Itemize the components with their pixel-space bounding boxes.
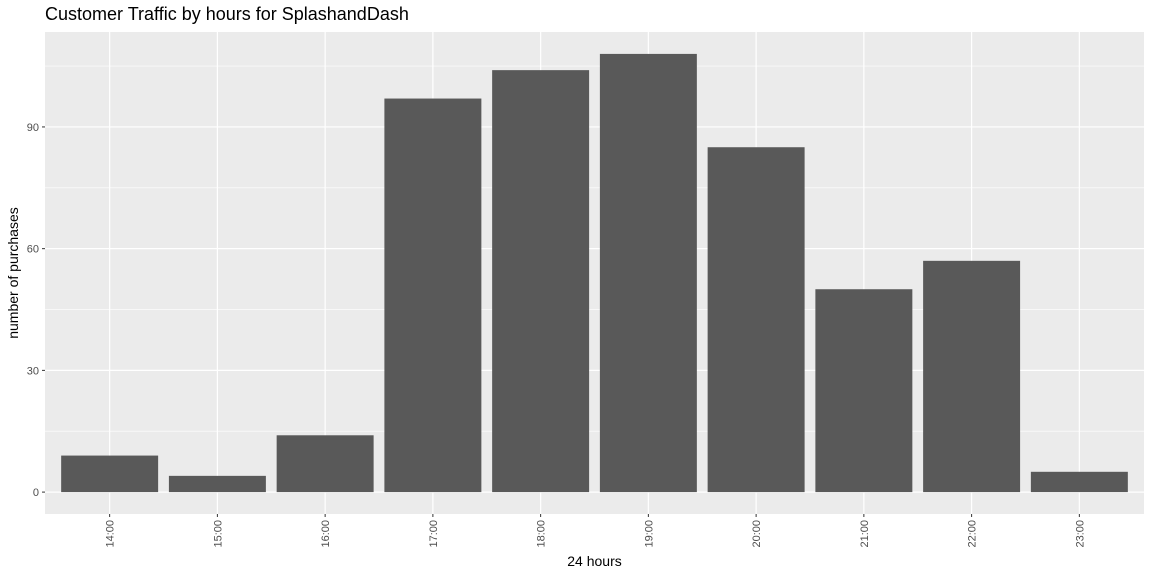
x-tick-label: 16:00 [320, 520, 332, 548]
bar-1800 [492, 70, 590, 493]
x-tick-label: 18:00 [536, 520, 548, 548]
y-axis-title: number of purchases [5, 207, 21, 339]
bar-2200 [923, 260, 1021, 493]
y-axis: 0 30 60 90 [27, 122, 45, 499]
y-tick-label: 60 [27, 244, 39, 256]
x-tick-label: 17:00 [428, 520, 440, 548]
bar-2000 [707, 147, 805, 493]
x-tick-label: 14:00 [105, 520, 117, 548]
y-tick-label: 0 [33, 487, 39, 499]
bars [61, 53, 1128, 493]
x-axis-title: 24 hours [567, 553, 621, 569]
y-tick-label: 90 [27, 122, 39, 134]
x-tick-label: 22:00 [967, 520, 979, 548]
x-tick-label: 19:00 [643, 520, 655, 548]
x-tick-label: 20:00 [751, 520, 763, 548]
chart-title: Customer Traffic by hours for SplashandD… [45, 4, 409, 24]
x-tick-label: 15:00 [212, 520, 224, 548]
x-tick-label: 23:00 [1074, 520, 1086, 548]
x-axis: 14:00 15:00 16:00 17:00 18:00 19:00 20:00 21:00… [105, 514, 1086, 548]
bar-1900 [599, 53, 697, 493]
y-tick-label: 30 [27, 365, 39, 377]
bar-1500 [168, 475, 266, 493]
bar-1600 [276, 435, 374, 493]
bar-2100 [815, 289, 913, 493]
bar-1400 [61, 455, 159, 493]
bar-1700 [384, 98, 482, 493]
x-tick-label: 21:00 [859, 520, 871, 548]
bar-2300 [1030, 471, 1128, 493]
